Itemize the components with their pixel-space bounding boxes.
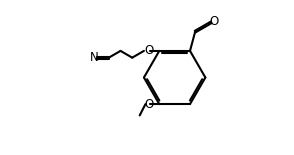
Text: O: O — [144, 44, 153, 57]
Text: N: N — [90, 51, 99, 64]
Text: O: O — [209, 15, 218, 28]
Text: O: O — [144, 98, 153, 111]
